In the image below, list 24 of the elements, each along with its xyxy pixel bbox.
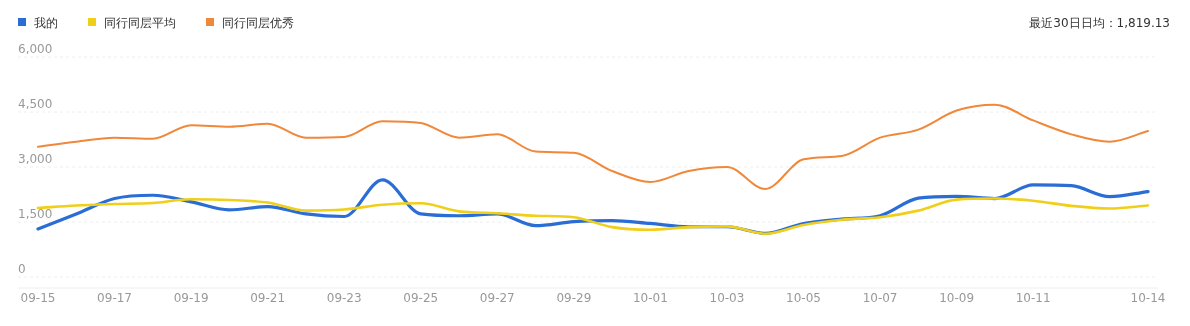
legend-label: 我的 <box>34 16 58 30</box>
x-tick-label: 10-14 <box>1130 291 1166 305</box>
y-tick-label: 4,500 <box>18 97 53 111</box>
text: 最近30日日均：1,819.13 <box>1029 16 1170 30</box>
x-tick-label: 10-03 <box>709 291 745 305</box>
x-tick-label: 10-01 <box>632 291 668 305</box>
x-tick-label: 09-27 <box>479 291 515 305</box>
x-tick-label: 09-17 <box>97 291 132 305</box>
y-tick-label: 0 <box>18 262 26 276</box>
y-tick-label: 1,500 <box>18 207 53 221</box>
legend-label: 同行同层平均 <box>104 16 176 30</box>
x-tick-label: 09-25 <box>403 291 439 305</box>
x-tick-label: 09-15 <box>20 291 56 305</box>
y-tick-label: 6,000 <box>18 42 53 56</box>
x-tick-label: 10-07 <box>862 291 898 305</box>
x-tick-label: 09-19 <box>173 291 209 305</box>
legend-label: 同行同层优秀 <box>222 16 294 30</box>
x-tick-label: 09-29 <box>556 291 592 305</box>
y-tick-label: 3,000 <box>18 152 53 166</box>
x-tick-label: 10-11 <box>1015 291 1051 305</box>
x-tick-label: 09-21 <box>250 291 286 305</box>
x-tick-label: 10-05 <box>786 291 821 305</box>
x-tick-label: 10-09 <box>939 291 975 305</box>
x-tick-label: 09-23 <box>326 291 362 305</box>
